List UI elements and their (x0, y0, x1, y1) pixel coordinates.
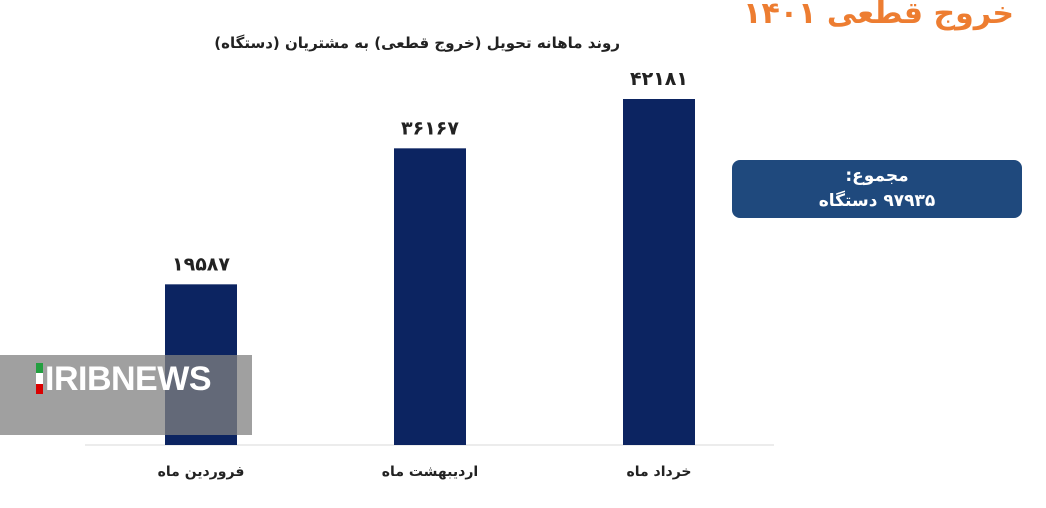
corner-title: خروج قطعی ۱۴۰۱ (743, 0, 1014, 31)
bar-value-label-3: ۴۲۱۸۱ (630, 68, 688, 90)
chart-title: روند ماهانه تحویل (خروج قطعی) به مشتریان… (214, 34, 620, 52)
total-value: ۹۷۹۳۵ دستگاه (818, 191, 936, 211)
watermark-text: IRIBNEWS (45, 360, 212, 398)
bar-2 (394, 148, 466, 446)
category-label-2: اردیبهشت ماه (382, 464, 478, 480)
iran-flag-icon (36, 363, 43, 394)
total-label: مجموع: (845, 166, 909, 186)
category-label-1: فروردین ماه (158, 464, 245, 480)
total-box: مجموع: ۹۷۹۳۵ دستگاه (732, 160, 1022, 218)
bar-3 (623, 99, 695, 445)
category-label-3: خرداد ماه (626, 464, 691, 480)
bar-value-label-2: ۳۶۱۶۷ (401, 117, 459, 139)
bar-value-label-1: ۱۹۵۸۷ (172, 253, 230, 275)
